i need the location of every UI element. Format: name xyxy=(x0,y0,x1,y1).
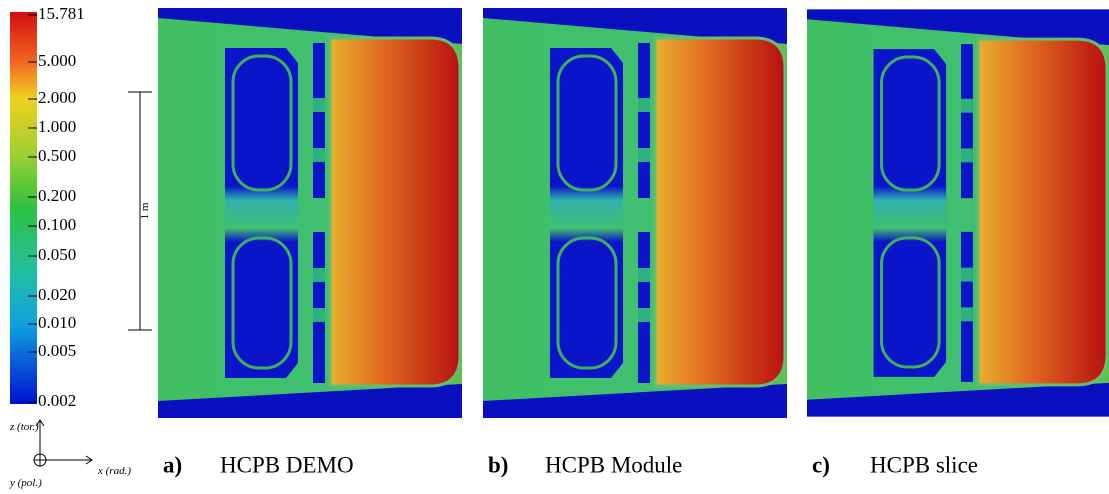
scale-label: 1 m xyxy=(139,202,151,219)
panel-label: HCPB Module xyxy=(545,452,682,477)
colorbar-tick-label: 5.000 xyxy=(38,51,76,70)
axis-z-label: z (tor.) xyxy=(9,421,39,433)
panel-letter: a) xyxy=(163,452,182,477)
colorbar-tick-label: 15.781 xyxy=(38,4,85,23)
colorbar-tick-label: 1.000 xyxy=(38,117,76,136)
colorbar-tick-label: 2.000 xyxy=(38,88,76,107)
colorbar-tick-label: 0.005 xyxy=(38,341,76,360)
panel-c-image xyxy=(807,9,1109,416)
colorbar xyxy=(10,12,37,404)
axis-y-label: y (pol.) xyxy=(9,477,42,489)
colorbar-tick-label: 0.010 xyxy=(38,313,76,332)
axis-x-label: x (rad.) xyxy=(97,465,131,477)
panel-letter: c) xyxy=(812,452,830,477)
axes-icon xyxy=(34,420,92,466)
scale-bar: 1 m xyxy=(128,92,152,330)
panel-letter: b) xyxy=(488,452,508,477)
colorbar-tick-label: 0.200 xyxy=(38,186,76,205)
panel-b-image xyxy=(483,8,787,418)
colorbar-tick-label: 0.020 xyxy=(38,285,76,304)
colorbar-tick-label: 0.500 xyxy=(38,146,76,165)
panel-a-image xyxy=(158,8,462,418)
colorbar-tick-label: 0.002 xyxy=(38,391,76,410)
panel-label: HCPB slice xyxy=(870,452,978,477)
colorbar-tick-label: 0.100 xyxy=(38,215,76,234)
panel-label: HCPB DEMO xyxy=(220,452,354,477)
figure: 15.781 5.000 2.000 1.000 0.500 0.200 0.100 0.05… xyxy=(0,0,1109,494)
captions: a) HCPB DEMO b) HCPB Module c) HCPB slice xyxy=(163,452,978,477)
colorbar-tick-label: 0.050 xyxy=(38,245,76,264)
